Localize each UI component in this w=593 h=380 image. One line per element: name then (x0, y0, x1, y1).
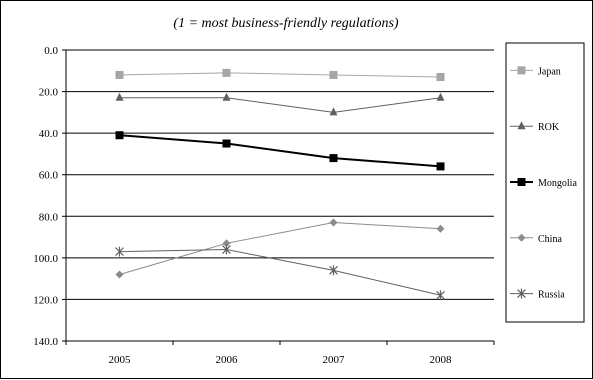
legend-label: ROK (538, 122, 560, 133)
y-tick-label: 20.0 (39, 87, 59, 99)
data-point-russia (329, 265, 338, 276)
y-tick-label: 40.0 (39, 128, 59, 140)
y-tick-label: 60.0 (39, 170, 59, 182)
y-tick-label: 140.0 (33, 336, 58, 348)
data-point-mongolia (436, 162, 445, 171)
series-line-china (119, 222, 441, 275)
data-point-russia (115, 246, 124, 257)
series-line-russia (119, 249, 441, 296)
data-point-russia (436, 290, 445, 301)
data-point-russia (222, 244, 231, 255)
x-tick-label: 2007 (323, 354, 346, 366)
data-point-japan (222, 68, 231, 77)
series-line-japan (119, 72, 441, 78)
y-tick-label: 100.0 (33, 253, 58, 265)
data-point-mongolia (222, 139, 231, 148)
legend-label: Russia (538, 290, 565, 301)
series-line-mongolia (119, 134, 441, 168)
y-tick-label: 80.0 (39, 211, 59, 223)
legend-marker (517, 178, 526, 186)
data-point-rok (329, 107, 338, 116)
legend-label: China (538, 234, 562, 245)
data-point-rok (115, 92, 124, 101)
data-point-japan (115, 70, 124, 79)
axes (62, 49, 495, 345)
data-point-japan (329, 70, 338, 79)
data-point-japan (436, 73, 445, 82)
series-line-rok (119, 97, 441, 113)
data-point-china (115, 270, 124, 279)
legend-marker (517, 288, 526, 299)
x-tick-label: 2008 (430, 354, 453, 366)
legend-marker (517, 233, 526, 242)
data-point-mongolia (115, 131, 124, 140)
legend-marker (517, 121, 526, 130)
x-tick-label: 2005 (109, 354, 132, 366)
grid-lines (66, 49, 494, 342)
x-tick-labels: 2005 2006 2007 2008 (109, 354, 453, 366)
y-tick-labels: 0.0 20.0 40.0 60.0 80.0 100.0 120.0 140.0 (33, 45, 58, 348)
y-tick-label: 0.0 (44, 45, 58, 57)
legend-label: Mongolia (538, 178, 577, 189)
data-point-china (436, 224, 445, 233)
data-point-rok (436, 92, 445, 101)
data-point-china (329, 218, 338, 227)
data-point-mongolia (329, 154, 338, 163)
data-point-rok (222, 92, 231, 101)
legend: Japan ROK Mongolia China Russia (505, 42, 585, 323)
x-tick-label: 2006 (216, 354, 239, 366)
legend-marker (517, 66, 526, 75)
legend-label: Japan (538, 66, 561, 77)
y-tick-label: 120.0 (33, 294, 58, 306)
series-group (115, 68, 445, 301)
data-point-china (222, 239, 231, 248)
chart-subtitle: (1 = most business-friendly regulations) (173, 16, 398, 31)
